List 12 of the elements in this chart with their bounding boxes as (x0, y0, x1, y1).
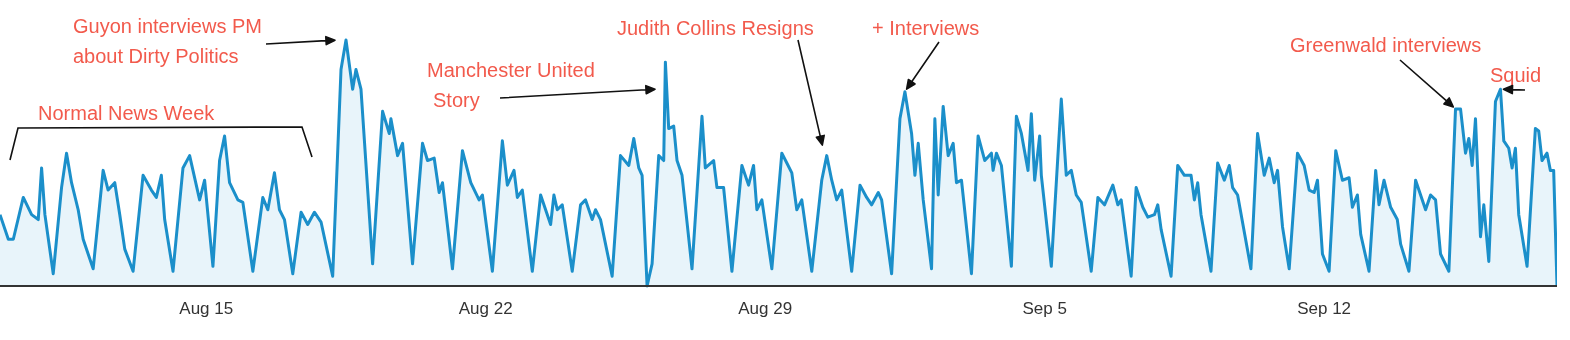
x-tick-label: Aug 22 (458, 299, 513, 319)
text: Judith Collins Resigns (617, 17, 814, 39)
x-tick-label: Sep 5 (1022, 299, 1067, 319)
x-tick-label: Sep 12 (1297, 299, 1352, 319)
annotation: Guyon interviews PM about Dirty Politics (73, 15, 262, 67)
annotation: Greenwald interviews (1290, 34, 1482, 56)
x-tick-label: Aug 15 (179, 299, 234, 319)
annotation: Manchester United Story (427, 59, 595, 111)
annotation: + Interviews (872, 17, 980, 39)
annotation: Squid (1490, 64, 1542, 86)
x-tick-label: Aug 29 (738, 299, 793, 319)
annotation: Normal News Week (38, 102, 216, 124)
